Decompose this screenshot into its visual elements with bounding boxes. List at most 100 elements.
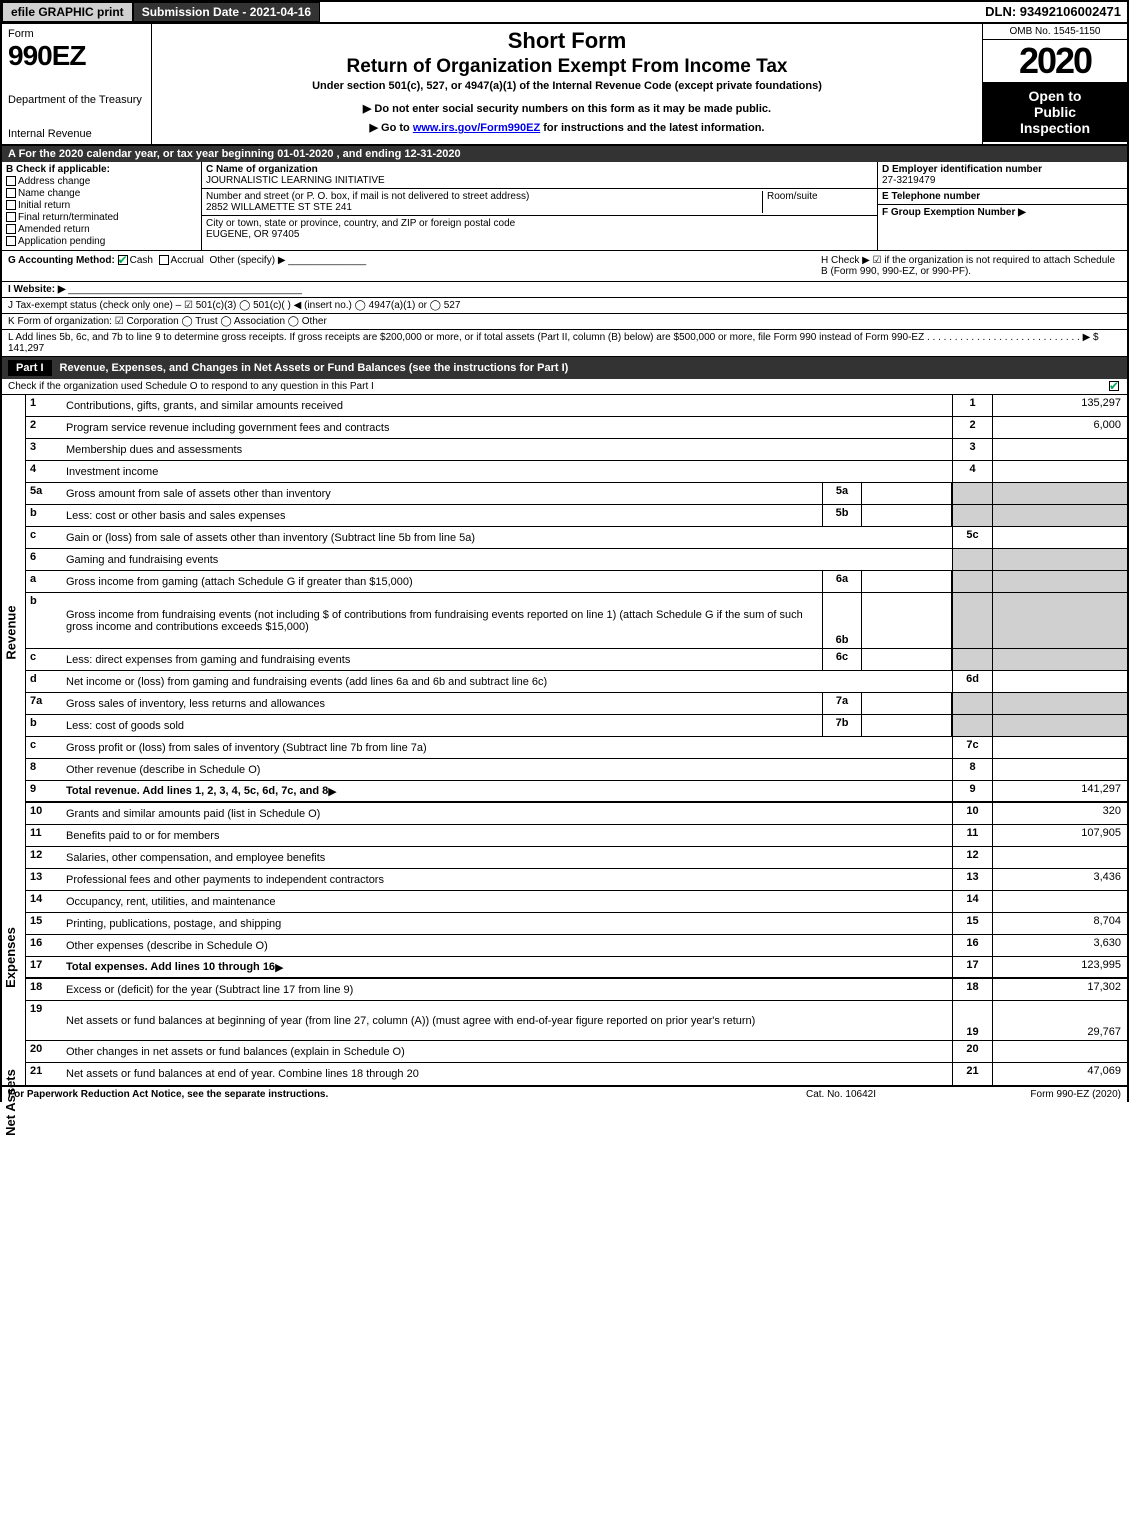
rval-6b bbox=[992, 593, 1127, 648]
num-12: 12 bbox=[26, 847, 62, 868]
rnum-18: 18 bbox=[952, 979, 992, 1000]
k-form-org: K Form of organization: ☑ Corporation ◯ … bbox=[0, 314, 1129, 330]
row-17: 17 Total expenses. Add lines 10 through … bbox=[26, 957, 1127, 979]
cb-name-change[interactable]: Name change bbox=[6, 188, 197, 199]
tel-row: E Telephone number bbox=[878, 189, 1127, 205]
top-bar: efile GRAPHIC print Submission Date - 20… bbox=[0, 0, 1129, 22]
row-14: 14 Occupancy, rent, utilities, and maint… bbox=[26, 891, 1127, 913]
rnum-17: 17 bbox=[952, 957, 992, 977]
desc-6c: Less: direct expenses from gaming and fu… bbox=[62, 649, 822, 670]
cb-final-return[interactable]: Final return/terminated bbox=[6, 212, 197, 223]
cb-cash[interactable] bbox=[118, 255, 128, 265]
desc-4: Investment income bbox=[62, 461, 952, 482]
rval-7b bbox=[992, 715, 1127, 736]
num-6a: a bbox=[26, 571, 62, 592]
rnum-19: 19 bbox=[952, 1001, 992, 1040]
note-goto: ▶ Go to www.irs.gov/Form990EZ for instru… bbox=[158, 121, 976, 134]
rval-10: 320 bbox=[992, 803, 1127, 824]
cb-amended[interactable]: Amended return bbox=[6, 224, 197, 235]
desc-6b: Gross income from fundraising events (no… bbox=[62, 593, 822, 648]
row-5c: c Gain or (loss) from sale of assets oth… bbox=[26, 527, 1127, 549]
subval-5b bbox=[862, 505, 952, 526]
sub-6c: 6c bbox=[822, 649, 862, 670]
rnum-6a bbox=[952, 571, 992, 592]
desc-5c: Gain or (loss) from sale of assets other… bbox=[62, 527, 952, 548]
efile-print-button[interactable]: efile GRAPHIC print bbox=[2, 2, 133, 22]
accrual-label: Accrual bbox=[171, 255, 204, 266]
subtitle-section: Under section 501(c), 527, or 4947(a)(1)… bbox=[158, 80, 976, 92]
desc-11: Benefits paid to or for members bbox=[62, 825, 952, 846]
rnum-6b bbox=[952, 593, 992, 648]
rval-6a bbox=[992, 571, 1127, 592]
rval-4 bbox=[992, 461, 1127, 482]
desc-12: Salaries, other compensation, and employ… bbox=[62, 847, 952, 868]
num-6: 6 bbox=[26, 549, 62, 570]
rval-14 bbox=[992, 891, 1127, 912]
num-8: 8 bbox=[26, 759, 62, 780]
rval-6c bbox=[992, 649, 1127, 670]
rval-2: 6,000 bbox=[992, 417, 1127, 438]
goto-pre: ▶ Go to bbox=[370, 122, 413, 134]
rnum-6c bbox=[952, 649, 992, 670]
sub-7a: 7a bbox=[822, 693, 862, 714]
row-6a: a Gross income from gaming (attach Sched… bbox=[26, 571, 1127, 593]
rnum-15: 15 bbox=[952, 913, 992, 934]
desc-18: Excess or (deficit) for the year (Subtra… bbox=[62, 979, 952, 1000]
goto-post: for instructions and the latest informat… bbox=[540, 122, 764, 134]
num-15: 15 bbox=[26, 913, 62, 934]
cb-accrual[interactable] bbox=[159, 255, 169, 265]
cb-initial-return[interactable]: Initial return bbox=[6, 200, 197, 211]
sub-7b: 7b bbox=[822, 715, 862, 736]
rnum-7a bbox=[952, 693, 992, 714]
subval-7b bbox=[862, 715, 952, 736]
sub-5a: 5a bbox=[822, 483, 862, 504]
b-label: B Check if applicable: bbox=[6, 164, 197, 175]
rnum-1: 1 bbox=[952, 395, 992, 416]
note-ssn: ▶ Do not enter social security numbers o… bbox=[158, 102, 976, 115]
rnum-7c: 7c bbox=[952, 737, 992, 758]
org-name-label: C Name of organization bbox=[206, 164, 873, 175]
open-line1: Open to bbox=[987, 88, 1123, 104]
main-table: Revenue Expenses Net Assets 1 Contributi… bbox=[0, 395, 1129, 1087]
desc-6: Gaming and fundraising events bbox=[62, 549, 952, 570]
subval-7a bbox=[862, 693, 952, 714]
submission-date-button[interactable]: Submission Date - 2021-04-16 bbox=[133, 2, 320, 22]
open-line2: Public bbox=[987, 104, 1123, 120]
row-3: 3 Membership dues and assessments 3 bbox=[26, 439, 1127, 461]
num-3: 3 bbox=[26, 439, 62, 460]
sidelabel-col: Revenue Expenses Net Assets bbox=[2, 395, 26, 1085]
cb-address-change[interactable]: Address change bbox=[6, 176, 197, 187]
row-21: 21 Net assets or fund balances at end of… bbox=[26, 1063, 1127, 1085]
num-7a: 7a bbox=[26, 693, 62, 714]
part1-header: Part I Revenue, Expenses, and Changes in… bbox=[0, 357, 1129, 379]
org-name-row: C Name of organization JOURNALISTIC LEAR… bbox=[202, 162, 877, 189]
cb-application-pending[interactable]: Application pending bbox=[6, 236, 197, 247]
section-c: C Name of organization JOURNALISTIC LEAR… bbox=[202, 162, 877, 250]
form-header: Form 990EZ Department of the Treasury In… bbox=[0, 22, 1129, 146]
row-6d: d Net income or (loss) from gaming and f… bbox=[26, 671, 1127, 693]
rnum-16: 16 bbox=[952, 935, 992, 956]
sidelabel-revenue: Revenue bbox=[4, 605, 19, 659]
num-21: 21 bbox=[26, 1063, 62, 1085]
city-label: City or town, state or province, country… bbox=[206, 218, 873, 229]
row-12: 12 Salaries, other compensation, and emp… bbox=[26, 847, 1127, 869]
subval-6c bbox=[862, 649, 952, 670]
rnum-20: 20 bbox=[952, 1041, 992, 1062]
i-label: I Website: ▶ bbox=[8, 284, 66, 295]
num-7b: b bbox=[26, 715, 62, 736]
group-label: F Group Exemption Number ▶ bbox=[882, 207, 1026, 218]
cb-schedule-o[interactable] bbox=[1109, 381, 1119, 391]
open-to-public: Open to Public Inspection bbox=[983, 82, 1127, 142]
rval-5a bbox=[992, 483, 1127, 504]
footer-row: For Paperwork Reduction Act Notice, see … bbox=[0, 1087, 1129, 1102]
rval-18: 17,302 bbox=[992, 979, 1127, 1000]
row-20: 20 Other changes in net assets or fund b… bbox=[26, 1041, 1127, 1063]
irs-link[interactable]: www.irs.gov/Form990EZ bbox=[413, 122, 540, 134]
desc-5a: Gross amount from sale of assets other t… bbox=[62, 483, 822, 504]
num-16: 16 bbox=[26, 935, 62, 956]
rval-6 bbox=[992, 549, 1127, 570]
rval-9: 141,297 bbox=[992, 781, 1127, 801]
row-7c: c Gross profit or (loss) from sales of i… bbox=[26, 737, 1127, 759]
rnum-2: 2 bbox=[952, 417, 992, 438]
row-5b: b Less: cost or other basis and sales ex… bbox=[26, 505, 1127, 527]
